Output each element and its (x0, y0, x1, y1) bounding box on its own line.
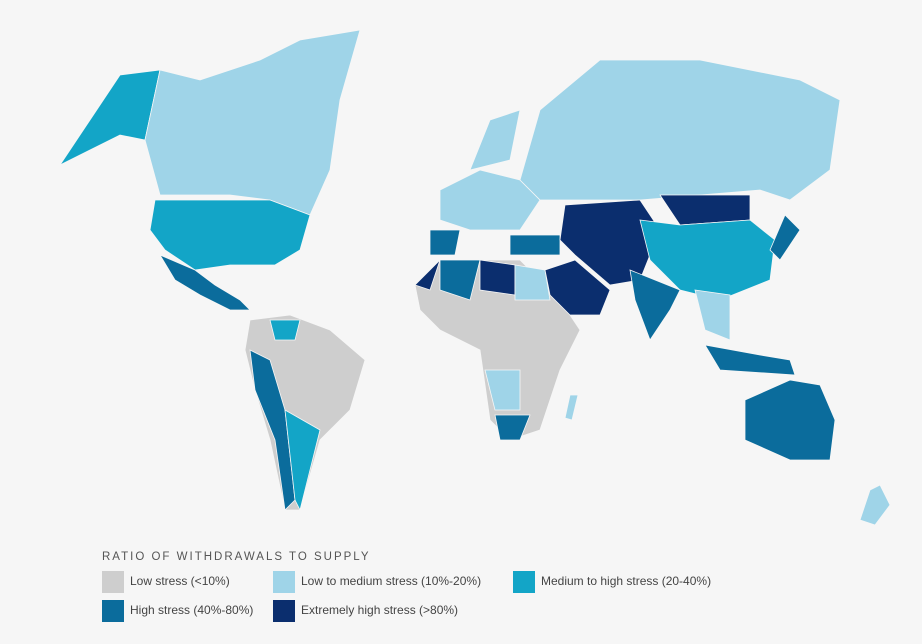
usa (149, 199, 311, 271)
mexico (159, 254, 251, 311)
indonesia (704, 344, 796, 376)
legend-swatch (513, 571, 535, 593)
venezuela (269, 319, 301, 341)
legend-swatch (273, 600, 295, 622)
map (58, 29, 891, 526)
legend-swatch (273, 571, 295, 593)
japan (769, 214, 801, 261)
egypt (514, 264, 551, 301)
legend-label: Extremely high stress (>80%) (301, 603, 458, 617)
legend-swatch (102, 600, 124, 622)
india (629, 269, 681, 341)
canada (144, 29, 361, 216)
spain (429, 229, 461, 256)
russia (519, 59, 841, 201)
southern-africa (484, 369, 521, 411)
legend-label: Medium to high stress (20-40%) (541, 574, 711, 588)
argentina (284, 409, 321, 512)
south-africa (494, 414, 531, 441)
africa (414, 259, 581, 441)
legend-label: Low stress (<10%) (130, 574, 230, 588)
southeast-asia (694, 289, 731, 341)
algeria (439, 259, 481, 301)
madagascar (564, 394, 579, 421)
central-asia (559, 199, 661, 286)
scandinavia (469, 109, 521, 171)
south-america (244, 314, 366, 511)
libya (479, 259, 516, 296)
arabia (544, 259, 611, 316)
andes (249, 349, 296, 511)
legend-title: RATIO OF WITHDRAWALS TO SUPPLY (102, 551, 371, 563)
alaska (58, 69, 161, 167)
legend-label: Low to medium stress (10%-20%) (301, 574, 481, 588)
china (639, 219, 776, 301)
legend-label: High stress (40%-80%) (130, 603, 253, 617)
morocco (414, 259, 441, 291)
legend-swatch (102, 571, 124, 593)
australia (744, 379, 836, 461)
turkey (509, 234, 561, 256)
europe (439, 169, 541, 231)
new-zealand (859, 484, 891, 526)
legend: Low stress (<10%) Low to medium stress (1… (102, 571, 711, 622)
